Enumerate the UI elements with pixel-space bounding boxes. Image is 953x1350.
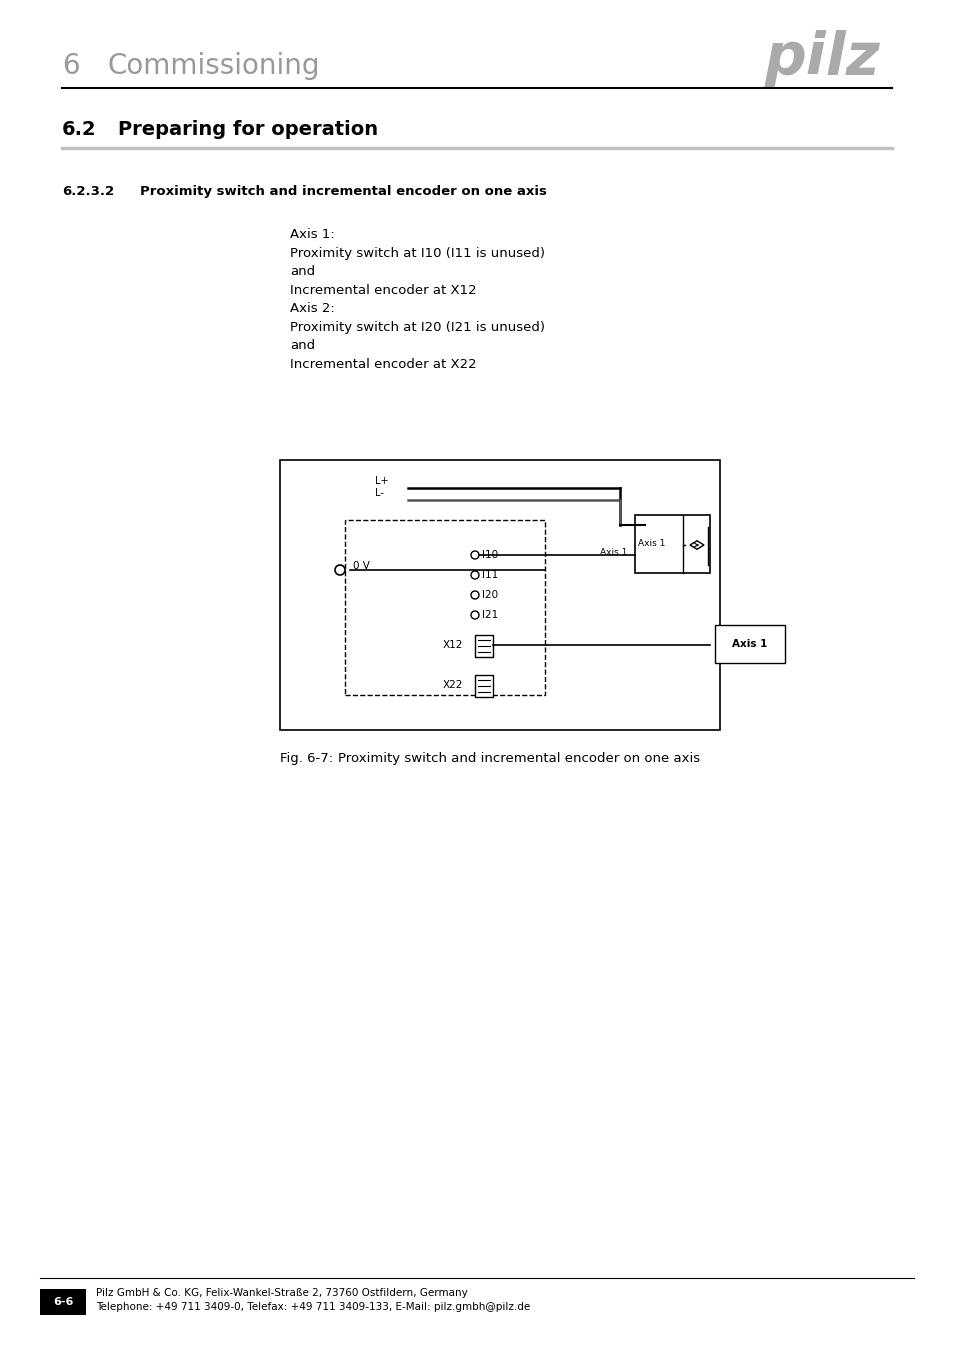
Text: X12: X12	[442, 640, 463, 649]
Bar	[345, 520, 544, 695]
Text: Commissioning: Commissioning	[108, 53, 320, 80]
Text: and: and	[290, 339, 314, 352]
Text: 6: 6	[62, 53, 79, 80]
Text: Axis 1: Axis 1	[732, 639, 767, 649]
Text: Telephone: +49 711 3409-0, Telefax: +49 711 3409-133, E-Mail: pilz.gmbh@pilz.de: Telephone: +49 711 3409-0, Telefax: +49 …	[96, 1301, 530, 1312]
Text: Axis 1: Axis 1	[638, 539, 664, 548]
Text: L-: L-	[375, 487, 383, 498]
Text: X22: X22	[442, 680, 463, 690]
Text: Fig. 6-7:: Fig. 6-7:	[280, 752, 333, 765]
Polygon shape	[689, 541, 703, 549]
Text: Axis 1:: Axis 1:	[290, 228, 335, 242]
Bar	[40, 1289, 86, 1315]
Text: pilz: pilz	[763, 30, 879, 86]
Text: I21: I21	[481, 610, 497, 620]
Bar	[475, 634, 493, 657]
Text: Proximity switch at I20 (I21 is unused): Proximity switch at I20 (I21 is unused)	[290, 320, 544, 333]
Text: Incremental encoder at X22: Incremental encoder at X22	[290, 358, 476, 370]
Text: 6-6: 6-6	[52, 1297, 73, 1307]
Text: L+: L+	[375, 477, 388, 486]
Text: I10: I10	[481, 549, 497, 560]
Bar	[714, 625, 784, 663]
Text: 6.2.3.2: 6.2.3.2	[62, 185, 114, 198]
Bar	[475, 675, 493, 697]
Text: Proximity switch and incremental encoder on one axis: Proximity switch and incremental encoder…	[337, 752, 700, 765]
Text: Axis 2:: Axis 2:	[290, 302, 335, 315]
Text: Proximity switch and incremental encoder on one axis: Proximity switch and incremental encoder…	[140, 185, 546, 198]
Text: Axis 1: Axis 1	[599, 548, 627, 558]
Text: Preparing for operation: Preparing for operation	[118, 120, 377, 139]
Bar	[635, 514, 709, 572]
Text: I20: I20	[481, 590, 497, 599]
Bar	[280, 460, 720, 730]
Text: 6.2: 6.2	[62, 120, 96, 139]
Text: 0 V: 0 V	[353, 562, 370, 571]
Text: Proximity switch at I10 (I11 is unused): Proximity switch at I10 (I11 is unused)	[290, 247, 544, 259]
Text: and: and	[290, 265, 314, 278]
Text: I11: I11	[481, 570, 497, 580]
Text: Incremental encoder at X12: Incremental encoder at X12	[290, 284, 476, 297]
Text: Pilz GmbH & Co. KG, Felix-Wankel-Straße 2, 73760 Ostfildern, Germany: Pilz GmbH & Co. KG, Felix-Wankel-Straße …	[96, 1288, 467, 1297]
